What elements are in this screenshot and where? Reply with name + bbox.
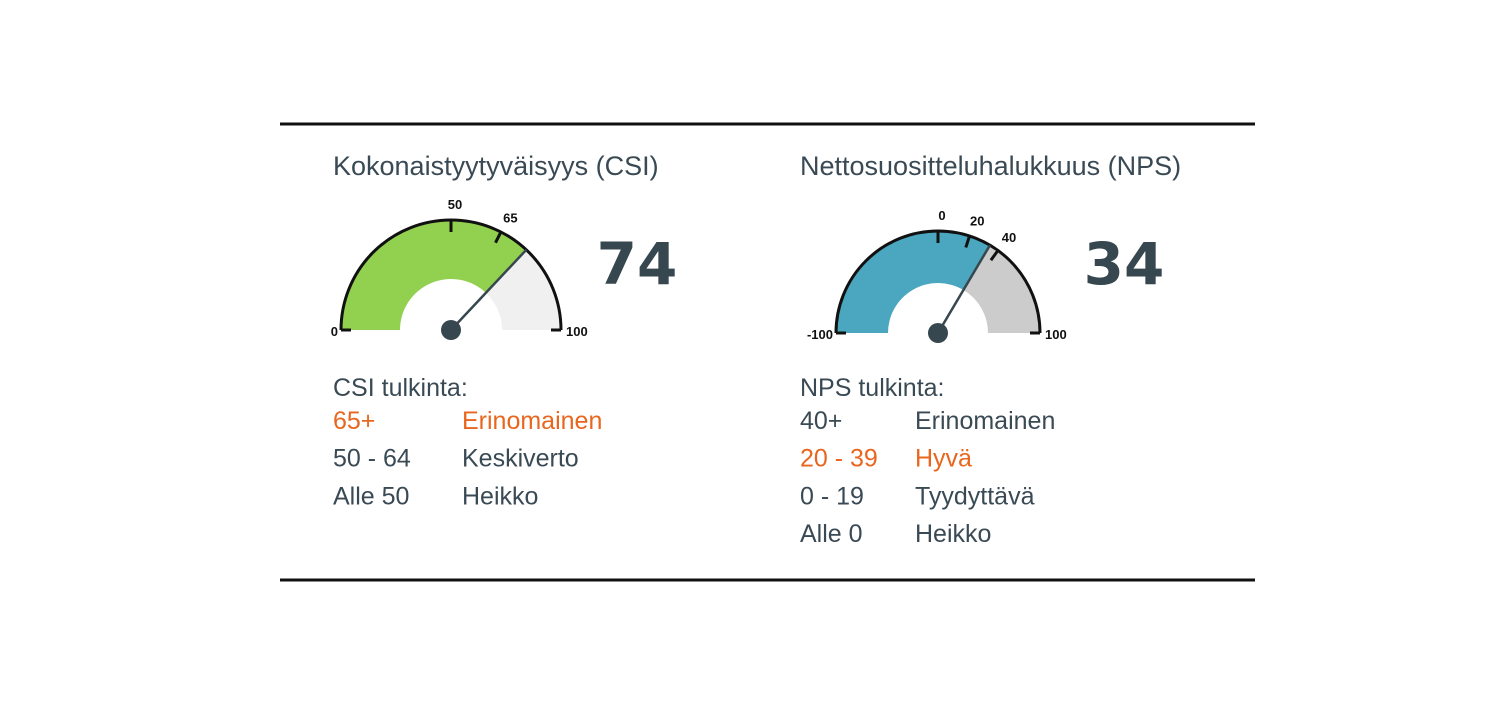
needle [936, 244, 991, 334]
tick-label: 100 [1045, 327, 1067, 342]
tick-label: 20 [970, 214, 984, 229]
rating: Erinomainen [462, 407, 602, 435]
gauge-value: 34 [1084, 230, 1165, 298]
rating: Tyydyttävä [915, 482, 1035, 510]
gauge-fill [341, 220, 527, 330]
tick-label: 65 [503, 210, 517, 225]
tick-label: 40 [1002, 230, 1016, 245]
rating: Hyvä [915, 445, 972, 473]
tick-label: 100 [566, 324, 588, 339]
range: Alle 50 [333, 482, 409, 510]
gauge-value: 74 [597, 230, 678, 298]
gauge-fill [836, 231, 990, 333]
range: 40+ [800, 407, 842, 435]
rating: Heikko [915, 520, 991, 548]
tick-label: 50 [448, 197, 462, 212]
rating: Erinomainen [915, 407, 1055, 435]
tick-mark [989, 249, 1000, 262]
tick-label: -100 [807, 327, 833, 342]
interpretation-title: CSI tulkinta: [333, 374, 468, 402]
range: 20 - 39 [800, 445, 878, 473]
interpretation-title: NPS tulkinta: [800, 374, 945, 402]
gauge-rest [963, 245, 1040, 333]
range: Alle 0 [800, 520, 863, 548]
gauge-title: Nettosuositteluhalukkuus (NPS) [800, 151, 1181, 181]
rating: Heikko [462, 482, 538, 510]
needle-hub [441, 320, 461, 340]
range: 50 - 64 [333, 445, 411, 473]
tick-label: 0 [331, 324, 338, 339]
rating: Keskiverto [462, 445, 579, 473]
gauge-title: Kokonaistyytyväisyys (CSI) [333, 151, 659, 181]
needle [450, 248, 528, 331]
range: 65+ [333, 407, 375, 435]
tick-mark [494, 231, 503, 244]
tick-label: 0 [938, 208, 945, 223]
range: 0 - 19 [800, 482, 864, 510]
needle-hub [928, 323, 948, 343]
tick-mark [964, 235, 971, 248]
